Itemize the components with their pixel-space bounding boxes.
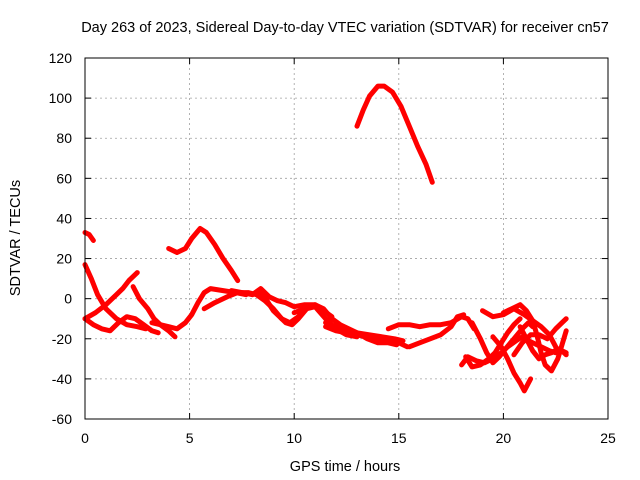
ticks: 0 5 10 15 20 25 -60 -40 -20 0 20 40 60 80 100 120 xyxy=(49,50,616,446)
plot-frame xyxy=(84,57,609,420)
x-tick-label: 10 xyxy=(286,430,302,446)
y-tick-label: 80 xyxy=(56,130,72,146)
series-line-s21 xyxy=(463,316,523,370)
y-axis-label: SDTVAR / TECUs xyxy=(8,180,24,296)
series-line-s15 xyxy=(323,320,410,350)
x-tick-label: 5 xyxy=(186,430,194,446)
y-tick-label: 0 xyxy=(64,291,72,307)
chart-title: Day 263 of 2023, Sidereal Day-to-day VTE… xyxy=(81,20,609,36)
series-line-s22 xyxy=(480,306,559,350)
series-line-s10 xyxy=(256,290,318,328)
series-line-s17 xyxy=(385,314,477,332)
series-line-s20 xyxy=(459,334,525,368)
series-line-s5 xyxy=(130,284,178,340)
y-tick-label: 40 xyxy=(56,210,72,226)
series-line-s23 xyxy=(490,334,534,394)
y-tick-label: 120 xyxy=(49,50,73,66)
x-tick-label: 20 xyxy=(496,430,512,446)
y-tick-label: 100 xyxy=(49,90,73,106)
y-tick-label: -60 xyxy=(52,411,72,427)
series-line-s26 xyxy=(511,316,569,358)
x-tick-label: 0 xyxy=(81,430,89,446)
series-line-s18 xyxy=(406,312,467,350)
x-tick-label: 25 xyxy=(600,430,616,446)
series-line-s6 xyxy=(149,286,249,332)
series-group xyxy=(82,83,569,394)
y-tick-label: 60 xyxy=(56,170,72,186)
series-line-s4 xyxy=(82,314,161,336)
series-line-s2 xyxy=(82,262,149,332)
series-line-s3 xyxy=(82,270,140,322)
x-tick-label: 15 xyxy=(391,430,407,446)
series-line-s16 xyxy=(354,83,435,185)
series-line-s27 xyxy=(521,336,569,356)
series-line-s7 xyxy=(166,226,241,284)
y-tick-label: 20 xyxy=(56,251,72,267)
y-tick-label: -40 xyxy=(52,371,72,387)
x-axis-label: GPS time / hours xyxy=(290,459,400,475)
y-tick-label: -20 xyxy=(52,331,72,347)
series-line-s1 xyxy=(82,230,96,243)
